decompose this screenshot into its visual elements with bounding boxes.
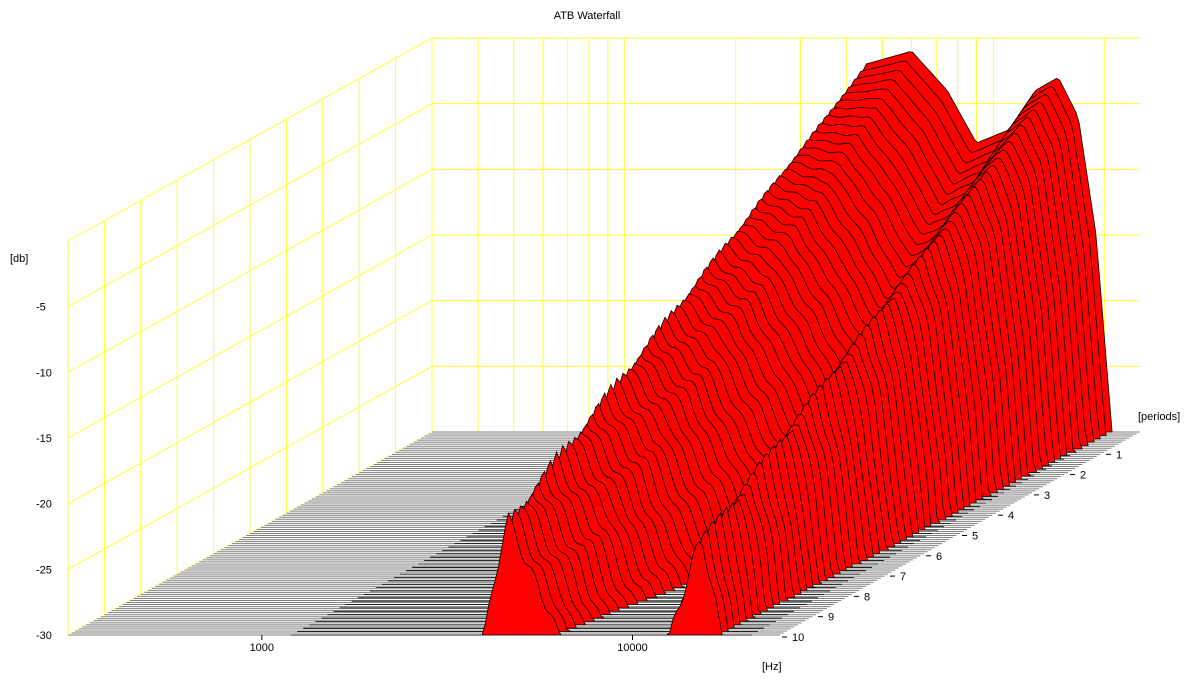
y-tick-label: -25 bbox=[36, 564, 52, 576]
x-axis-label: [Hz] bbox=[762, 661, 782, 673]
waterfall-surface bbox=[291, 51, 1113, 636]
z-tick-label: 1 bbox=[1116, 449, 1122, 461]
z-tick-label: 8 bbox=[864, 591, 870, 603]
y-tick-label: -5 bbox=[36, 302, 46, 314]
y-axis-label: [db] bbox=[10, 253, 28, 265]
z-axis-ticks: 1 2 3 4 5 6 7 8 9 10 bbox=[782, 449, 1122, 644]
z-tick-label: 4 bbox=[1008, 510, 1014, 522]
y-tick-label: -20 bbox=[36, 499, 52, 511]
z-axis-label: [periods] bbox=[1138, 411, 1180, 423]
chart-title: ATB Waterfall bbox=[554, 10, 621, 22]
y-tick-label: -15 bbox=[36, 433, 52, 445]
z-tick-label: 10 bbox=[792, 632, 804, 644]
side-wall-grid bbox=[67, 37, 433, 636]
x-tick-label: 10000 bbox=[617, 642, 648, 654]
z-tick-label: 9 bbox=[828, 612, 834, 624]
z-tick-label: 6 bbox=[936, 551, 942, 563]
waterfall-slice bbox=[291, 512, 752, 636]
y-tick-label: -30 bbox=[36, 630, 52, 642]
x-axis-ticks: 1000 10000 bbox=[250, 635, 648, 654]
y-axis-ticks: -5 -10 -15 -20 -25 -30 bbox=[36, 302, 52, 642]
z-tick-label: 3 bbox=[1044, 490, 1050, 502]
z-tick-label: 7 bbox=[900, 571, 906, 583]
z-tick-label: 5 bbox=[972, 531, 978, 543]
z-tick-label: 2 bbox=[1080, 470, 1086, 482]
y-tick-label: -10 bbox=[36, 367, 52, 379]
x-tick-label: 1000 bbox=[250, 642, 274, 654]
